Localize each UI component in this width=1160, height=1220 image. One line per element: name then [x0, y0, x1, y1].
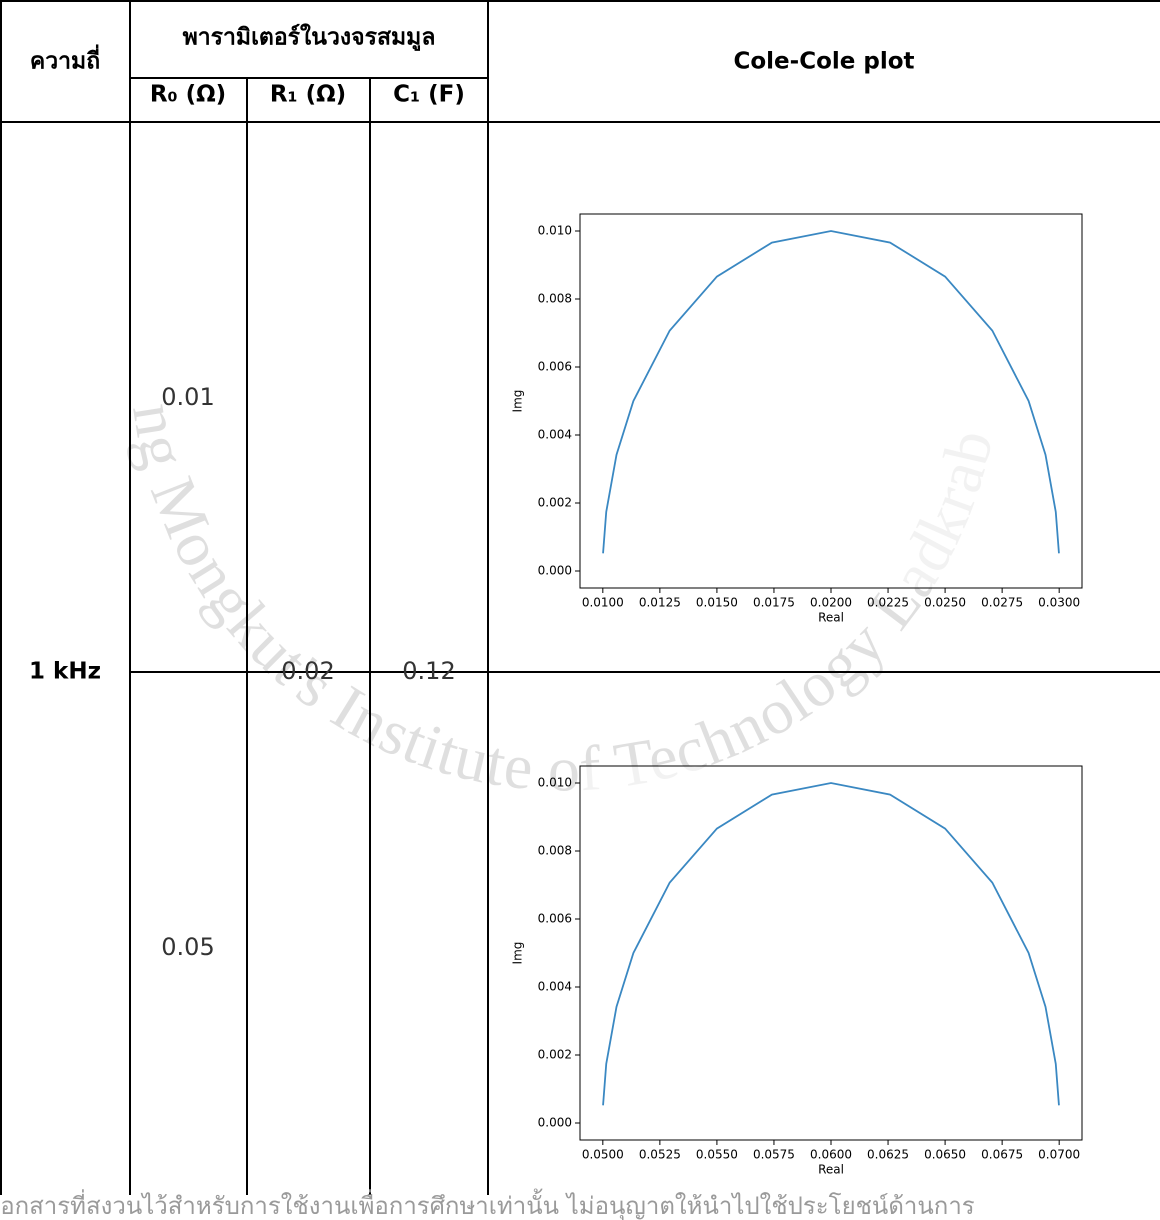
frequency-cell: 1 kHz [29, 659, 101, 685]
data-line [602, 230, 1060, 554]
x-tick-label: 0.0150 [696, 596, 738, 610]
r1-cell: 0.02 [281, 657, 334, 685]
header-plot: Cole-Cole plot [733, 49, 914, 75]
y-tick-label: 0.010 [538, 776, 572, 790]
x-tick-label: 0.0225 [867, 596, 909, 610]
x-tick-label: 0.0500 [582, 1148, 624, 1162]
y-tick-label: 0.004 [538, 980, 572, 994]
y-axis-label: Img [511, 390, 525, 413]
plot-area [579, 213, 1083, 589]
r0-cell: 0.01 [161, 383, 214, 411]
x-tick-label: 0.0650 [924, 1148, 966, 1162]
y-tick-label: 0.002 [538, 496, 572, 510]
chart: 0.0500 0.0525 0.0550 0.0575 0.0600 0.0625 0.06… [511, 765, 1083, 1177]
x-tick-label: 0.0600 [810, 1148, 852, 1162]
chart: 0.0100 0.0125 0.0150 0.0175 0.0200 0.0225 0.02… [511, 213, 1083, 625]
y-tick-label: 0.004 [538, 428, 572, 442]
header-c1: C₁ (F) [393, 82, 465, 108]
x-tick-label: 0.0125 [639, 596, 681, 610]
y-tick-label: 0.006 [538, 912, 572, 926]
x-tick-label: 0.0175 [753, 596, 795, 610]
x-tick-label: 0.0525 [639, 1148, 681, 1162]
header-r1: R₁ (Ω) [270, 82, 346, 108]
y-tick-label: 0.006 [538, 360, 572, 374]
y-tick-label: 0.002 [538, 1048, 572, 1062]
x-tick-label: 0.0575 [753, 1148, 795, 1162]
header-r0: R₀ (Ω) [150, 82, 226, 108]
x-axis-label: Real [818, 1163, 844, 1177]
x-axis-label: Real [818, 611, 844, 625]
y-tick-label: 0.010 [538, 224, 572, 238]
y-tick-label: 0.000 [538, 564, 572, 578]
x-tick-label: 0.0300 [1038, 596, 1080, 610]
x-tick-label: 0.0100 [582, 596, 624, 610]
y-axis-label: Img [511, 942, 525, 965]
x-tick-label: 0.0675 [981, 1148, 1023, 1162]
data-line [602, 782, 1060, 1106]
x-tick-label: 0.0275 [981, 596, 1023, 610]
table-grid [0, 0, 1160, 1195]
plot-area [579, 765, 1083, 1141]
y-tick-label: 0.000 [538, 1116, 572, 1130]
header-parameters: พารามิเตอร์ในวงจรสมมูล [183, 23, 436, 52]
x-tick-label: 0.0700 [1038, 1148, 1080, 1162]
footer-notice: เอกสารที่สงวนไว้สำหรับการใช้งานเพื่อการศ… [0, 1188, 975, 1220]
x-tick-label: 0.0625 [867, 1148, 909, 1162]
c1-cell: 0.12 [402, 657, 455, 685]
y-tick-label: 0.008 [538, 844, 572, 858]
x-tick-label: 0.0550 [696, 1148, 738, 1162]
x-tick-label: 0.0250 [924, 596, 966, 610]
header-frequency: ความถี่ [30, 44, 100, 75]
x-tick-label: 0.0200 [810, 596, 852, 610]
r0-cell: 0.05 [161, 933, 214, 961]
y-tick-label: 0.008 [538, 292, 572, 306]
